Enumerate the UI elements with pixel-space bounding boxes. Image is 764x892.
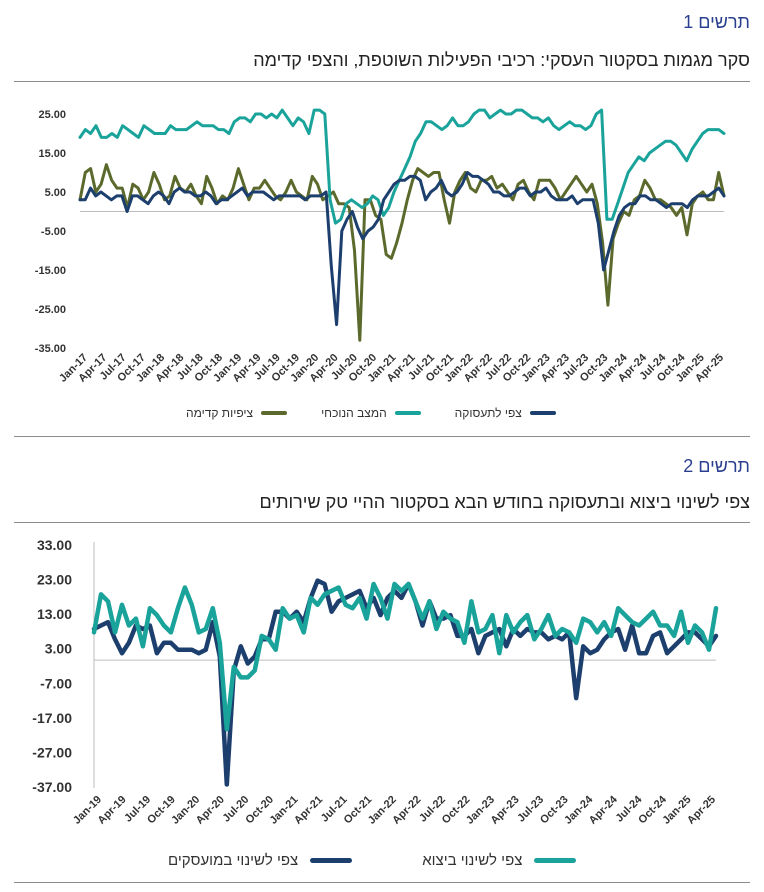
y-tick-label: -5.00	[41, 226, 66, 238]
y-tick-label: -35.00	[35, 343, 66, 355]
chart1-plot: 25.0015.005.00-5.00-15.00-25.00-35.00Jan…	[35, 108, 726, 385]
y-tick-label: -17.00	[32, 710, 72, 726]
y-tick-label: 23.00	[37, 572, 72, 588]
chart2-legend: צפי לשינוי ביצוא צפי לשינוי במועסקים	[168, 852, 577, 869]
chart1-line-series-0	[78, 163, 726, 342]
y-tick-label: 25.00	[38, 109, 66, 121]
figure2-title: צפי לשינוי ביצוא ובתעסוקה בחודש הבא בסקט…	[259, 492, 750, 512]
figure2-title-rule	[14, 522, 750, 523]
chart2-plot: 33.00 23.00 13.00 3.00 -7.00 -17.00 -27.00 -37.…	[32, 537, 719, 827]
legend-item-employees-forecast: צפי לשינוי במועסקים	[168, 852, 353, 869]
y-tick-label: -27.00	[32, 744, 72, 760]
y-tick-label: -15.00	[35, 265, 66, 277]
chart2-line-series-1	[91, 581, 719, 732]
y-tick-label: 15.00	[38, 148, 66, 160]
chart1-legend: צפי לתעסוקה המצב הנוכחי ציפיות קדימה	[186, 406, 556, 420]
y-tick-label: -25.00	[35, 304, 66, 316]
legend-swatch-forward-expectations	[261, 411, 288, 415]
legend-item-current-state: המצב הנוכחי	[321, 406, 421, 420]
legend-swatch-exports-forecast	[534, 858, 577, 863]
legend-swatch-employment-forecast	[529, 411, 556, 415]
figure2-bottom-rule	[14, 882, 750, 883]
y-tick-label: 13.00	[37, 606, 72, 622]
legend-label-employees-forecast: צפי לשינוי במועסקים	[168, 852, 299, 869]
y-tick-label: -37.00	[32, 779, 72, 795]
figure1-label: תרשים 1	[683, 12, 750, 32]
y-tick-label: -7.00	[40, 675, 72, 691]
legend-swatch-current-state	[394, 411, 421, 415]
legend-label-current-state: המצב הנוכחי	[321, 406, 387, 420]
legend-label-forward-expectations: ציפיות קדימה	[186, 406, 254, 420]
figure2-label: תרשים 2	[683, 456, 750, 476]
chart1-line-series-1	[78, 108, 726, 225]
y-tick-label: 3.00	[45, 641, 72, 657]
legend-item-exports-forecast: צפי לשינוי ביצוא	[422, 852, 577, 869]
legend-item-forward-expectations: ציפיות קדימה	[186, 406, 288, 420]
y-tick-label: 33.00	[37, 537, 72, 553]
legend-swatch-employees-forecast	[310, 858, 353, 863]
legend-item-employment-forecast: צפי לתעסוקה	[455, 406, 556, 420]
legend-label-employment-forecast: צפי לתעסוקה	[454, 406, 522, 420]
figure1-title: סקר מגמות בסקטור העסקי: רכיבי הפעילות הש…	[253, 50, 750, 70]
chart1-line-series-2	[78, 171, 726, 327]
y-tick-label: 5.00	[45, 187, 66, 199]
figure1-bottom-rule	[14, 436, 750, 437]
figure1-title-rule	[14, 81, 750, 82]
legend-label-exports-forecast: צפי לשינוי ביצוא	[422, 852, 523, 869]
x-tick-label: Apr-24	[587, 793, 621, 827]
